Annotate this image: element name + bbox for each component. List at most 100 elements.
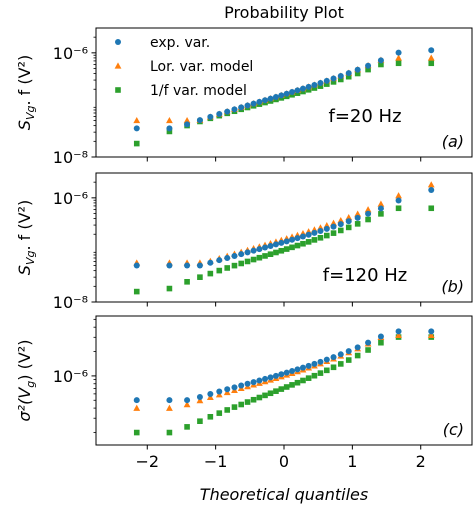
panel-2: 10⁻⁶ −2 −1 0 1 2 σ²(Vg) (V²) (c) [15,315,473,471]
point-square-s2-25 [337,361,344,367]
point-circle-s0-30 [395,49,402,56]
point-triangle-s1-3 [196,397,204,404]
point-circle-s0-22 [317,79,324,86]
legend-marker-square [115,87,121,93]
point-square-s2-3 [197,418,203,424]
point-square-s2-26 [345,224,352,231]
point-square-s2-29 [378,211,384,217]
point-square-s2-2 [184,424,190,430]
point-square-s2-1 [166,128,173,135]
point-circle-s0-15 [278,239,285,246]
point-circle-s0-10 [250,100,257,107]
point-square-s2-0 [133,140,140,147]
panel-tag: (a) [442,132,464,151]
point-circle-s0-20 [305,83,312,90]
point-circle-s0-26 [345,70,352,77]
point-circle-s0-25 [337,72,344,79]
point-circle-s0-12 [262,97,269,104]
point-triangle-s1-31 [427,331,435,339]
point-circle-s0-7 [231,384,238,391]
point-square-s2-28 [365,66,371,73]
point-triangle-s1-0 [133,116,141,124]
point-circle-s0-30 [395,197,402,204]
point-circle-s0-4 [207,113,214,120]
point-square-s2-17 [289,382,295,388]
point-circle-s0-12 [262,244,269,251]
x-tick-label: −1 [204,452,228,471]
point-square-s2-28 [365,347,371,353]
point-square-s2-0 [133,429,140,436]
point-square-s2-7 [231,262,238,269]
point-circle-s0-5 [216,388,223,395]
point-triangle-s1-31 [427,181,435,188]
point-square-s2-11 [256,394,263,401]
y-axis-label: SVg. f (V²) [15,55,37,130]
point-circle-s0-2 [184,262,191,269]
point-square-s2-15 [278,386,285,392]
point-square-s2-1 [166,429,173,436]
point-square-s2-21 [311,85,318,91]
point-circle-s0-19 [299,85,306,92]
point-square-s2-9 [244,258,251,265]
point-circle-s0-7 [231,252,238,259]
point-circle-s0-17 [289,236,296,243]
axes-frame [95,172,473,303]
point-circle-s0-29 [377,333,384,340]
point-circle-s0-28 [365,339,372,346]
point-circle-s0-26 [345,348,352,355]
point-triangle-s1-0 [133,404,141,411]
point-square-s2-19 [300,240,306,247]
point-square-s2-12 [262,253,268,259]
point-circle-s0-14 [272,241,279,248]
point-square-s2-9 [244,399,251,405]
point-square-s2-25 [337,227,344,234]
point-circle-s0-27 [354,214,361,221]
y-tick-label: 10⁻⁶ [53,44,88,63]
point-circle-s0-11 [256,246,263,253]
point-circle-s0-13 [267,242,274,249]
point-square-s2-26 [345,73,352,80]
point-circle-s0-6 [224,386,231,393]
point-square-s2-16 [283,246,290,252]
point-circle-s0-21 [311,229,318,236]
point-square-s2-7 [231,404,238,410]
point-square-s2-24 [330,230,337,236]
point-square-s2-20 [305,239,312,245]
point-square-s2-8 [238,401,244,408]
point-square-s2-20 [305,375,312,381]
point-circle-s0-8 [238,251,245,258]
point-triangle-s1-29 [377,200,385,207]
point-square-s2-29 [378,61,384,68]
point-circle-s0-2 [184,397,191,404]
point-square-s2-14 [273,249,279,256]
point-square-s2-22 [317,370,324,376]
point-square-s2-4 [207,270,214,277]
point-square-s2-19 [300,377,306,384]
point-square-s2-27 [354,70,361,77]
frequency-annotation: f=20 Hz [328,106,401,127]
point-square-s2-24 [330,364,337,371]
point-circle-s0-22 [317,227,324,234]
point-triangle-s1-1 [166,116,173,124]
point-circle-s0-13 [267,95,274,102]
legend-marker-triangle [114,62,122,69]
point-circle-s0-6 [224,254,231,261]
point-square-s2-15 [278,247,285,254]
point-triangle-s1-26 [345,213,353,221]
point-square-s2-30 [395,205,402,212]
point-circle-s0-31 [428,187,435,194]
point-circle-s0-0 [133,397,140,404]
point-circle-s0-0 [133,125,140,132]
markers [133,181,435,295]
point-circle-s0-7 [231,106,238,113]
point-circle-s0-15 [278,92,285,99]
point-circle-s0-23 [323,225,330,232]
point-triangle-s1-31 [427,54,435,61]
point-circle-s0-15 [278,371,285,378]
point-triangle-s1-2 [183,401,191,408]
point-circle-s0-18 [294,235,301,242]
point-triangle-s1-28 [364,206,372,213]
legend-label: 1/f var. model [150,83,247,99]
point-square-s2-18 [294,379,301,386]
point-circle-s0-26 [345,218,352,225]
